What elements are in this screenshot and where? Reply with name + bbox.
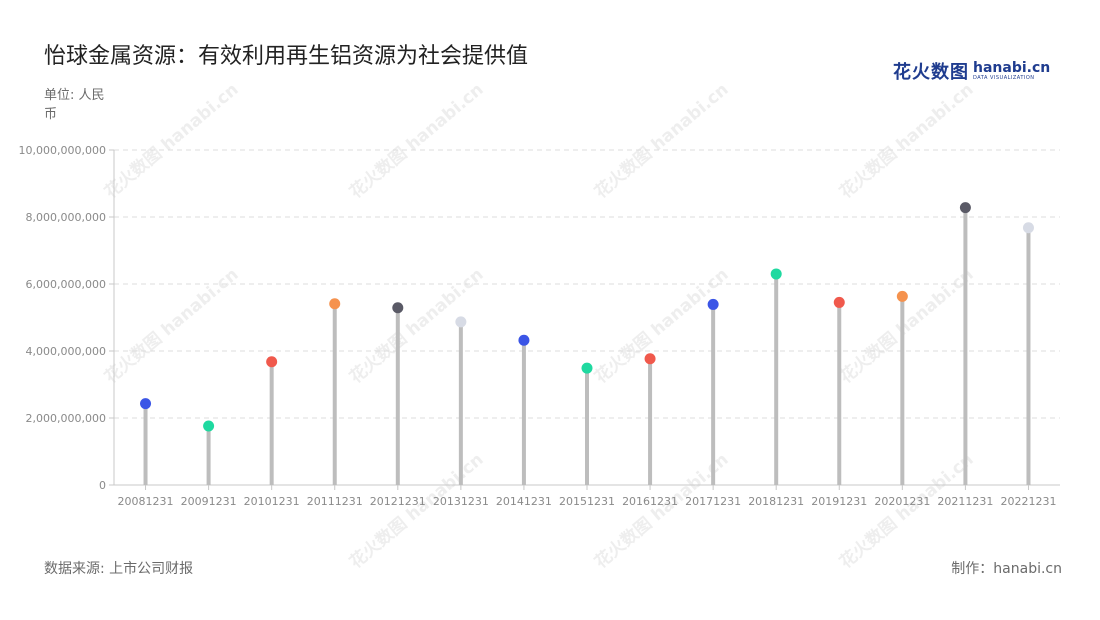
watermark-text: 花火数图 hanabi.cn	[590, 79, 732, 203]
x-tick-label: 20141231	[496, 495, 552, 508]
logo-text-cn: 花火数图	[893, 62, 969, 83]
x-tick-label: 20221231	[1000, 495, 1056, 508]
x-tick-label: 20181231	[748, 495, 804, 508]
lollipop-point[interactable]	[707, 298, 719, 310]
x-tick-label: 20171231	[685, 495, 741, 508]
data-source: 数据来源: 上市公司财报	[44, 561, 194, 577]
chart-marks	[140, 202, 1034, 485]
chart-title: 怡球金属资源：有效利用再生铝资源为社会提供值	[44, 44, 529, 69]
watermark-text: 花火数图 hanabi.cn	[345, 449, 487, 573]
lollipop-point[interactable]	[518, 334, 530, 346]
watermark-text: 花火数图 hanabi.cn	[345, 264, 487, 388]
lollipop-point[interactable]	[455, 316, 467, 328]
unit-label: 单位: 人民币	[44, 88, 105, 122]
logo-text-en: hanabi.cn	[973, 60, 1051, 76]
x-tick-label: 20121231	[370, 495, 426, 508]
lollipop-point[interactable]	[329, 298, 341, 310]
x-tick-label: 20111231	[307, 495, 363, 508]
lollipop-point[interactable]	[959, 202, 971, 214]
credit-label: 制作：hanabi.cn	[951, 561, 1062, 577]
logo-en-block: hanabi.cn DATA VISUALIZATION	[973, 61, 1050, 81]
watermark-text: 花火数图 hanabi.cn	[100, 79, 242, 203]
x-tick-label: 20161231	[622, 495, 678, 508]
x-tick-label: 20211231	[937, 495, 993, 508]
x-tick-label: 20091231	[181, 495, 237, 508]
x-tick-label: 20081231	[118, 495, 174, 508]
lollipop-point[interactable]	[896, 290, 908, 302]
lollipop-point[interactable]	[644, 353, 656, 365]
x-tick-label: 20101231	[244, 495, 300, 508]
x-tick-label: 20191231	[811, 495, 867, 508]
x-tick-label: 20131231	[433, 495, 489, 508]
watermark-text: 花火数图 hanabi.cn	[835, 264, 977, 388]
lollipop-point[interactable]	[770, 268, 782, 280]
y-tick-label: 8,000,000,000	[26, 211, 106, 224]
y-tick-label: 6,000,000,000	[26, 278, 106, 291]
watermark-text: 花火数图 hanabi.cn	[835, 79, 977, 203]
brand-logo: 花火数图 hanabi.cn DATA VISUALIZATION	[893, 58, 1050, 84]
lollipop-point[interactable]	[1022, 222, 1034, 234]
y-axis: 0 2,000,000,000 4,000,000,000 6,000,000,000…	[19, 144, 115, 492]
lollipop-point[interactable]	[392, 302, 404, 314]
y-tick-label: 4,000,000,000	[26, 345, 106, 358]
lollipop-point[interactable]	[833, 296, 845, 308]
lollipop-point[interactable]	[266, 356, 278, 368]
watermark-text: 花火数图 hanabi.cn	[835, 449, 977, 573]
watermark-text: 花火数图 hanabi.cn	[345, 79, 487, 203]
y-tick-label: 0	[99, 479, 106, 492]
x-tick-label: 20151231	[559, 495, 615, 508]
y-tick-label: 2,000,000,000	[26, 412, 106, 425]
y-tick-label: 10,000,000,000	[19, 144, 106, 157]
lollipop-point[interactable]	[140, 398, 152, 410]
lollipop-point[interactable]	[581, 362, 593, 374]
watermark-text: 花火数图 hanabi.cn	[100, 264, 242, 388]
logo-subtitle: DATA VISUALIZATION	[973, 75, 1035, 81]
lollipop-point[interactable]	[203, 420, 215, 432]
x-tick-label: 20201231	[874, 495, 930, 508]
